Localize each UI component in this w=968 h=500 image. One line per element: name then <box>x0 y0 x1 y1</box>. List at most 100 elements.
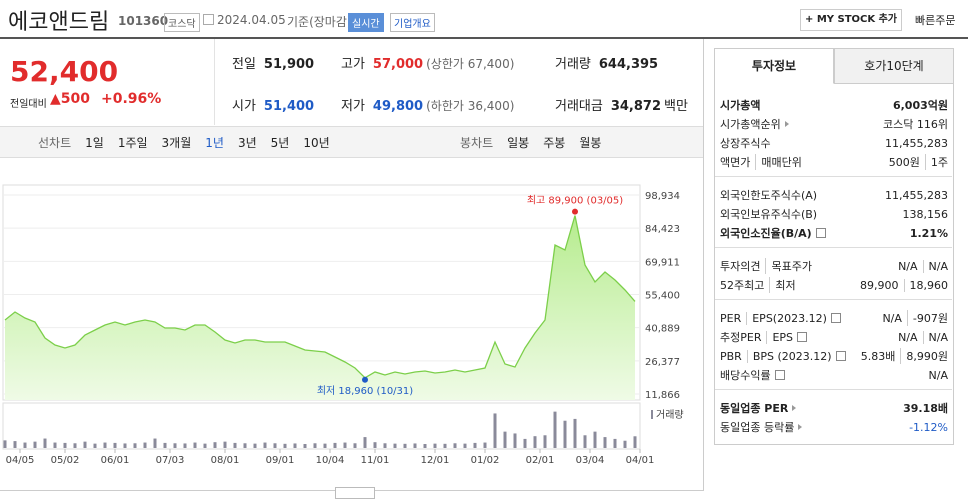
period-tab[interactable]: 3개월 <box>161 136 192 150</box>
my-stock-button[interactable]: + MY STOCK 추가 <box>800 9 902 31</box>
group-divider <box>714 389 952 390</box>
info-value: 11,455,283 <box>885 188 948 202</box>
info-label: BPS (2023.12) <box>746 349 832 363</box>
volume-bar <box>413 443 417 448</box>
info-values: 11,455,283 <box>885 189 948 202</box>
x-tick-label: 11/01 <box>361 455 390 466</box>
volume-bar <box>523 438 527 448</box>
volume-bar <box>483 442 487 448</box>
info-labels: 시가총액순위 <box>720 116 789 132</box>
period-tab[interactable]: 3년 <box>237 136 257 150</box>
volume-bar <box>103 442 107 448</box>
volume-bar <box>373 442 377 448</box>
volume-legend <box>651 410 653 419</box>
realtime-badge[interactable]: 실시간 <box>348 13 384 32</box>
period-tab[interactable]: 월봉 <box>579 136 602 150</box>
info-labels: 액면가 매매단위 <box>720 154 802 170</box>
info-values: 11,455,283 <box>885 137 948 150</box>
info-label: 52주최고 <box>720 279 765 292</box>
line-tabs: 선차트 1일 1주일 3개월 1년 3년 5년 10년 <box>38 134 330 151</box>
period-tab[interactable]: 10년 <box>303 136 330 150</box>
volume-bar <box>583 435 587 448</box>
volume-bar <box>63 442 67 448</box>
quote-value: 49,800 <box>372 99 424 114</box>
help-icon <box>774 370 785 380</box>
help-icon <box>835 351 846 361</box>
info-value: 39.18배 <box>903 402 948 415</box>
quote-item: 시가 51,400 <box>232 95 314 114</box>
info-label: 액면가 <box>720 156 751 169</box>
quote-note: (상한가 67,400) <box>426 57 515 71</box>
info-label: 동일업종 등락률 <box>720 421 795 434</box>
volume-bar <box>473 442 477 448</box>
period-tab[interactable]: 1일 <box>85 136 104 150</box>
x-tick-label: 12/01 <box>421 455 450 466</box>
arrow-icon <box>792 405 797 411</box>
info-tabs: 투자정보 호가10단계 <box>714 48 954 84</box>
info-label: 최저 <box>769 277 796 293</box>
info-values: 89,900 18,960 <box>860 278 948 292</box>
info-value: N/A <box>928 368 948 382</box>
period-tab[interactable]: 1주일 <box>117 136 148 150</box>
volume-bar <box>353 443 357 448</box>
change-label: 전일대비 <box>10 99 47 110</box>
calendar-icon <box>203 14 214 25</box>
info-labels: 배당수익률 <box>720 367 785 383</box>
info-row: 배당수익률 N/A <box>720 366 948 384</box>
y-tick-label: 11,866 <box>645 390 680 401</box>
info-row: 투자의견 목표주가 N/A N/A <box>720 257 948 275</box>
info-tab[interactable]: 투자정보 <box>714 48 834 84</box>
volume-bar <box>363 437 367 448</box>
period-tab[interactable]: 1년 <box>205 136 224 150</box>
x-tick-label: 02/01 <box>526 455 555 466</box>
info-value: 89,900 <box>860 278 899 292</box>
period-tab[interactable]: 일봉 <box>507 136 530 150</box>
date: 2024.04.05 <box>217 13 286 27</box>
info-value: 11,455,283 <box>885 136 948 150</box>
info-labels: 투자의견 목표주가 <box>720 258 812 274</box>
volume-bar <box>593 431 597 448</box>
change-pct: +0.96% <box>101 91 162 107</box>
x-tick-label: 01/02 <box>471 455 500 466</box>
price: 52,400 <box>10 55 119 88</box>
x-tick-label: 07/03 <box>156 455 185 466</box>
period-tab[interactable]: 5년 <box>270 136 290 150</box>
quote-label: 거래량 <box>555 57 591 72</box>
high-marker <box>572 208 578 215</box>
info-value: N/A <box>922 330 948 344</box>
info-label: EPS(2023.12) <box>746 311 827 325</box>
info-value: N/A <box>898 330 918 344</box>
arrow-icon <box>784 121 789 127</box>
company-info[interactable]: 기업개요 <box>390 13 435 32</box>
quote-item: 저가 49,800 (하한가 36,400) <box>341 95 514 114</box>
info-labels: 동일업종 등락률 <box>720 419 803 435</box>
low-label: 최저 18,960 (10/31) <box>317 385 413 397</box>
info-row: 동일업종 등락률 -1.12% <box>720 418 948 436</box>
volume-bar <box>443 443 447 448</box>
period-tab[interactable]: 주봉 <box>543 136 566 150</box>
volume-bar <box>383 443 387 448</box>
volume-bar <box>203 443 207 448</box>
info-labels: 외국인한도주식수(A) <box>720 187 817 203</box>
info-values: N/A N/A <box>898 330 948 344</box>
info-labels: 외국인소진율(B/A) <box>720 225 826 241</box>
group-divider <box>714 247 952 248</box>
volume-frame <box>2 402 641 450</box>
x-tick-label: 05/02 <box>51 455 80 466</box>
quick-order[interactable]: 빠른주문 <box>915 14 956 27</box>
info-tab[interactable]: 호가10단계 <box>834 48 954 84</box>
volume-bar <box>633 436 637 448</box>
info-row: 상장주식수 11,455,283 <box>720 134 948 152</box>
price-area <box>5 215 635 400</box>
info-value: 1주 <box>924 154 948 170</box>
volume-bar <box>403 443 407 448</box>
info-label: 외국인보유주식수(B) <box>720 208 818 221</box>
volume-bar <box>33 441 37 448</box>
y-tick-label: 98,934 <box>645 191 680 202</box>
volume-bar <box>153 438 157 448</box>
collapse-button[interactable] <box>335 487 375 499</box>
quote-value: 34,872 <box>610 99 662 114</box>
quote-item: 전일 51,900 <box>232 53 314 72</box>
volume-bar <box>223 441 227 448</box>
